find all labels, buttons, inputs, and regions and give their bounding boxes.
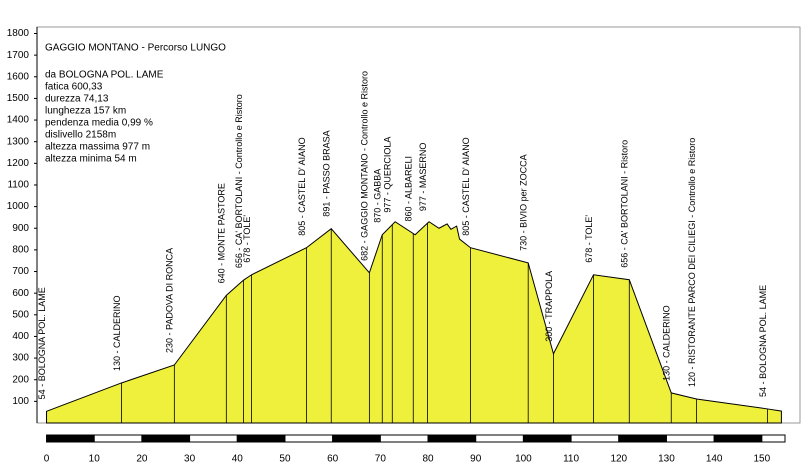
x-tick-label: 60 — [327, 454, 339, 465]
annotation: 300 - TRAPPOLA — [544, 271, 554, 342]
y-tick-label: 1700 — [7, 50, 30, 61]
distance-segment — [332, 434, 381, 443]
annotation: 678 - TOLE' — [242, 215, 252, 263]
distance-segment — [761, 434, 786, 443]
y-tick-label: 1000 — [7, 201, 30, 212]
y-tick-label: 300 — [12, 353, 29, 364]
y-tick-label: 1300 — [7, 136, 30, 147]
info-line: da BOLOGNA POL. LAME — [45, 70, 164, 81]
info-line: durezza 74,13 — [45, 94, 109, 105]
y-tick-label: 1500 — [7, 93, 30, 104]
distance-segment — [141, 434, 191, 443]
annotation: 805 - CASTEL D' AIANO — [297, 137, 307, 235]
x-tick-label: 10 — [89, 454, 101, 465]
x-tick-label: 150 — [754, 454, 771, 465]
info-line: pendenza media 0,99 % — [45, 118, 153, 129]
x-tick-label: 140 — [706, 454, 723, 465]
distance-segment — [236, 434, 286, 443]
x-tick-label: 40 — [232, 454, 244, 465]
annotation: 54 - BOLOGNA POL. LAME — [758, 285, 768, 397]
distance-segment — [379, 434, 429, 443]
y-tick-label: 100 — [12, 396, 29, 407]
y-tick-label: 700 — [12, 266, 29, 277]
profile-area — [46, 221, 782, 424]
x-tick-label: 80 — [422, 454, 434, 465]
y-tick-label: 1100 — [7, 180, 29, 191]
annotation: 682 - GAGGIO MONTANO - Controllo e Risto… — [360, 71, 370, 261]
info-line: lunghezza 157 km — [45, 106, 126, 117]
distance-segment — [93, 434, 143, 443]
annotation: 130 - CALDERINO — [112, 295, 122, 371]
distance-segment — [284, 434, 334, 443]
annotation: 891 - PASSO BRASA — [322, 130, 332, 216]
y-tick-label: 1600 — [7, 71, 30, 82]
distance-segment — [522, 434, 572, 443]
distance-segment — [713, 434, 763, 443]
x-tick-label: 90 — [470, 454, 482, 465]
annotation: 977 - MASERNO — [418, 143, 428, 212]
annotation: 230 - PADOVA DI RONCA — [165, 248, 175, 353]
x-tick-label: 70 — [375, 454, 387, 465]
y-tick-label: 1800 — [7, 28, 30, 39]
y-tick-label: 1400 — [7, 115, 30, 126]
distance-segment — [618, 434, 667, 443]
x-tick-label: 20 — [136, 454, 148, 465]
annotation: 805 - CASTEL D' AIANO — [461, 137, 471, 235]
info-line: fatica 600,33 — [45, 82, 103, 93]
distance-segment — [570, 434, 620, 443]
info-line: altezza massima 977 m — [45, 142, 150, 153]
annotation: 977 - QUERCIOLA — [383, 137, 393, 213]
y-tick-label: 200 — [12, 374, 29, 385]
annotation: 120 - RISTORANTE PARCO DEI CILIEGI - Con… — [687, 138, 697, 387]
annotation: 656 - CA' BORTOLANI - Controllo e Ristor… — [234, 94, 244, 268]
y-tick-label: 400 — [12, 331, 29, 342]
y-tick-label: 900 — [12, 223, 29, 234]
chart-title: GAGGIO MONTANO - Percorso LUNGO — [45, 43, 226, 54]
info-line: dislivello 2158m — [45, 130, 116, 141]
distance-segment — [475, 434, 524, 443]
distance-segment — [46, 434, 95, 443]
x-tick-label: 50 — [279, 454, 291, 465]
annotation: 870 - GABBA — [373, 169, 383, 223]
x-tick-label: 100 — [515, 454, 532, 465]
y-tick-label: 800 — [12, 245, 29, 256]
distance-segment — [665, 434, 715, 443]
y-tick-label: 600 — [12, 288, 29, 299]
distance-segment — [427, 434, 477, 443]
info-line: altezza minima 54 m — [45, 154, 137, 165]
annotation: 640 - MONTE PASTORE — [217, 183, 227, 283]
annotation: 656 - CA' BORTOLANI - Ristoro — [620, 140, 630, 268]
annotation: 730 - BIVIO per ZOCCA — [519, 154, 529, 251]
y-tick-label: 1200 — [7, 158, 30, 169]
annotation: 860 - ALBARELI — [404, 156, 414, 222]
x-tick-label: 0 — [44, 454, 50, 465]
x-tick-label: 130 — [658, 454, 675, 465]
x-tick-label: 110 — [563, 454, 579, 465]
annotation: 678 - TOLE' — [584, 215, 594, 263]
y-tick-label: 500 — [12, 309, 29, 320]
distance-segment — [189, 434, 238, 443]
annotation: 54 - BOLOGNA POL. LAME — [37, 287, 47, 399]
x-tick-label: 30 — [184, 454, 196, 465]
x-tick-label: 120 — [610, 454, 627, 465]
annotation: 130 - CALDERINO — [662, 305, 672, 381]
